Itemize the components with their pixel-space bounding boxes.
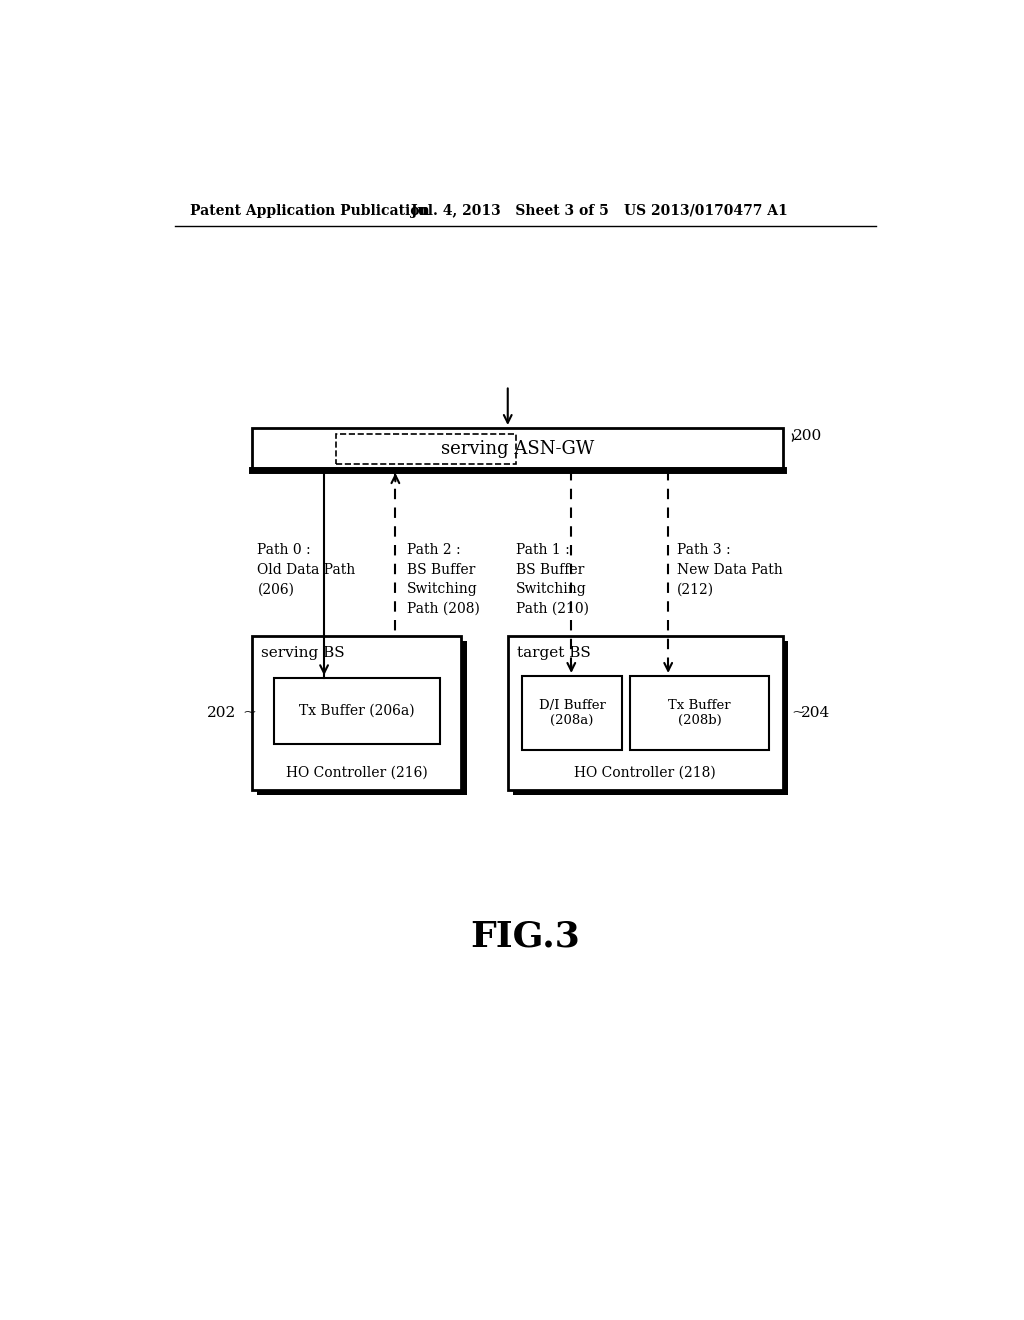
Text: Path 3 :
New Data Path
(212): Path 3 : New Data Path (212) xyxy=(677,544,782,597)
Text: Path 2 :
BS Buffer
Switching
Path (208): Path 2 : BS Buffer Switching Path (208) xyxy=(407,544,480,616)
Bar xyxy=(630,676,769,750)
Text: Tx Buffer
(208b): Tx Buffer (208b) xyxy=(669,698,731,727)
Bar xyxy=(252,428,783,470)
Bar xyxy=(513,642,788,795)
Text: HO Controller (216): HO Controller (216) xyxy=(286,766,427,780)
Text: serving ASN-GW: serving ASN-GW xyxy=(440,440,594,458)
Bar xyxy=(273,678,439,743)
Text: 204: 204 xyxy=(801,706,829,719)
Text: US 2013/0170477 A1: US 2013/0170477 A1 xyxy=(624,203,787,218)
Text: FIG.3: FIG.3 xyxy=(470,919,580,953)
Bar xyxy=(257,642,467,795)
Bar xyxy=(521,676,623,750)
Text: Jul. 4, 2013   Sheet 3 of 5: Jul. 4, 2013 Sheet 3 of 5 xyxy=(411,203,608,218)
Text: ~: ~ xyxy=(243,702,257,719)
Text: Patent Application Publication: Patent Application Publication xyxy=(190,203,430,218)
Bar xyxy=(508,636,783,789)
Text: serving BS: serving BS xyxy=(261,645,345,660)
Bar xyxy=(252,636,461,789)
Bar xyxy=(336,434,515,465)
Text: Tx Buffer (206a): Tx Buffer (206a) xyxy=(299,704,415,718)
Text: Path 0 :
Old Data Path
(206): Path 0 : Old Data Path (206) xyxy=(257,544,355,597)
Text: D/I Buffer
(208a): D/I Buffer (208a) xyxy=(539,698,605,727)
Text: HO Controller (218): HO Controller (218) xyxy=(574,766,716,780)
Text: 202: 202 xyxy=(207,706,237,719)
Text: 200: 200 xyxy=(793,429,822,442)
Text: Path 1 :
BS Buffer
Switching
Path (210): Path 1 : BS Buffer Switching Path (210) xyxy=(515,544,589,616)
Text: target BS: target BS xyxy=(517,645,591,660)
Text: ~: ~ xyxy=(792,702,806,719)
